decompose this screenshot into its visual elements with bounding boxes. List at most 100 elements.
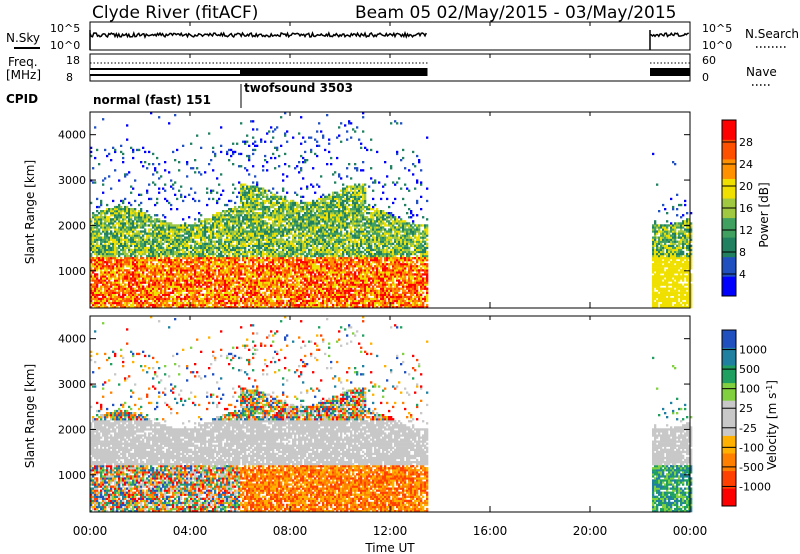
power-cell-3437 bbox=[250, 246, 253, 250]
power-cell-3170 bbox=[240, 252, 243, 256]
power-cell-591 bbox=[116, 250, 119, 254]
power-cell-2973 bbox=[232, 295, 235, 299]
power-cell-1418 bbox=[154, 271, 157, 274]
power-cell-1239 bbox=[146, 299, 149, 303]
power-cell-4404 bbox=[288, 273, 291, 276]
power-cell-776 bbox=[124, 240, 127, 243]
power-cell-1561 bbox=[160, 242, 163, 245]
power-cell-4141 bbox=[276, 203, 279, 207]
power-cell-916 bbox=[130, 230, 133, 233]
power-cell-2501 bbox=[210, 301, 213, 305]
power-cell-1308 bbox=[148, 230, 151, 233]
power-cell-3892 bbox=[266, 161, 269, 164]
power-cell-1656 bbox=[166, 297, 169, 301]
power-cell-3233 bbox=[242, 226, 245, 229]
power-cell-3162 bbox=[240, 279, 243, 282]
power-cell-447 bbox=[110, 273, 113, 276]
power-cell-415 bbox=[108, 248, 111, 252]
power-cell-466 bbox=[110, 230, 113, 233]
power-cell-2492 bbox=[208, 230, 211, 233]
power-cell-1468 bbox=[156, 257, 159, 260]
power-cell-1694 bbox=[168, 295, 171, 299]
power-cell-3326 bbox=[246, 254, 249, 258]
power-cell-3112 bbox=[238, 291, 241, 294]
power-cell-1978 bbox=[182, 275, 185, 278]
power-cell-921 bbox=[130, 220, 133, 223]
power-cell-693 bbox=[120, 216, 123, 219]
power-cell-2899 bbox=[228, 254, 231, 258]
power-cell-185 bbox=[98, 279, 101, 282]
power-cell-1497 bbox=[158, 291, 161, 294]
power-cell-2902 bbox=[228, 248, 231, 252]
power-cell-1940 bbox=[180, 283, 183, 286]
power-cell-1518 bbox=[158, 236, 161, 239]
power-cell-2367 bbox=[202, 250, 205, 254]
power-cell-1113 bbox=[140, 293, 143, 296]
power-cell-2959 bbox=[230, 226, 233, 229]
power-cell-3179 bbox=[240, 230, 243, 233]
power-cell-1416 bbox=[154, 275, 157, 278]
power-cell-543 bbox=[114, 252, 117, 256]
power-cell-2366 bbox=[202, 252, 205, 256]
power-cell-1297 bbox=[148, 254, 151, 258]
power-cell-3367 bbox=[248, 283, 251, 286]
power-cell-3114 bbox=[238, 287, 241, 290]
power-cell-1724 bbox=[168, 230, 171, 233]
power-cell-3542 bbox=[254, 281, 257, 284]
power-cell-4007 bbox=[272, 277, 275, 280]
power-cell-3632 bbox=[256, 195, 259, 198]
power-cell-4210 bbox=[280, 281, 283, 284]
power-cell-168 bbox=[96, 220, 99, 223]
power-cell-1733 bbox=[170, 303, 173, 307]
power-cell-1955 bbox=[180, 244, 183, 247]
power-cell-1243 bbox=[146, 291, 149, 294]
power-cell-1952 bbox=[180, 254, 183, 258]
power-cell-3356 bbox=[246, 154, 249, 158]
power-cell-3271 bbox=[244, 261, 247, 264]
power-cell-574 bbox=[116, 295, 119, 299]
power-cell-2724 bbox=[220, 257, 223, 260]
power-cell-2987 bbox=[232, 259, 235, 262]
power-cell-2665 bbox=[218, 289, 221, 292]
power-cell-4424 bbox=[288, 228, 291, 231]
power-cell-2841 bbox=[226, 283, 229, 286]
power-cell-4957 bbox=[310, 203, 313, 207]
power-cell-3239 bbox=[242, 210, 245, 213]
power-cell-3481 bbox=[252, 271, 255, 274]
power-cell-4304 bbox=[284, 289, 287, 292]
power-cell-301 bbox=[104, 306, 107, 309]
power-cell-2129 bbox=[190, 267, 193, 270]
power-cell-2605 bbox=[214, 242, 217, 245]
power-cell-2337 bbox=[200, 230, 203, 233]
power-cell-3294 bbox=[244, 203, 247, 207]
power-cell-4306 bbox=[284, 283, 287, 286]
power-cell-3510 bbox=[252, 210, 255, 213]
power-cell-4250 bbox=[282, 306, 285, 309]
power-cell-3302 bbox=[244, 183, 247, 186]
power-cell-1079 bbox=[138, 267, 141, 270]
power-cell-2127 bbox=[190, 271, 193, 274]
power-cell-4101 bbox=[276, 301, 279, 305]
power-cell-3034 bbox=[234, 263, 237, 266]
power-cell-2599 bbox=[214, 261, 217, 264]
power-cell-1584 bbox=[162, 277, 165, 280]
power-cell-3853 bbox=[266, 279, 269, 282]
power-cell-1790 bbox=[172, 254, 175, 258]
power-cell-961 bbox=[132, 234, 135, 237]
power-cell-3503 bbox=[252, 224, 255, 227]
power-cell-4768 bbox=[304, 306, 307, 309]
power-cell-2344 bbox=[200, 146, 203, 149]
power-cell-4400 bbox=[288, 285, 291, 288]
power-cell-713 bbox=[122, 279, 125, 282]
power-cell-438 bbox=[110, 295, 113, 299]
power-cell-3732 bbox=[260, 214, 263, 217]
power-cell-3876 bbox=[266, 228, 269, 231]
power-cell-721 bbox=[122, 263, 125, 266]
power-cell-2218 bbox=[194, 240, 197, 243]
power-cell-3499 bbox=[252, 232, 255, 235]
power-cell-1381 bbox=[152, 254, 155, 258]
power-cell-1245 bbox=[146, 287, 149, 290]
power-cell-4106 bbox=[276, 291, 279, 294]
power-cell-161 bbox=[96, 234, 99, 237]
power-cell-2658 bbox=[218, 306, 221, 309]
